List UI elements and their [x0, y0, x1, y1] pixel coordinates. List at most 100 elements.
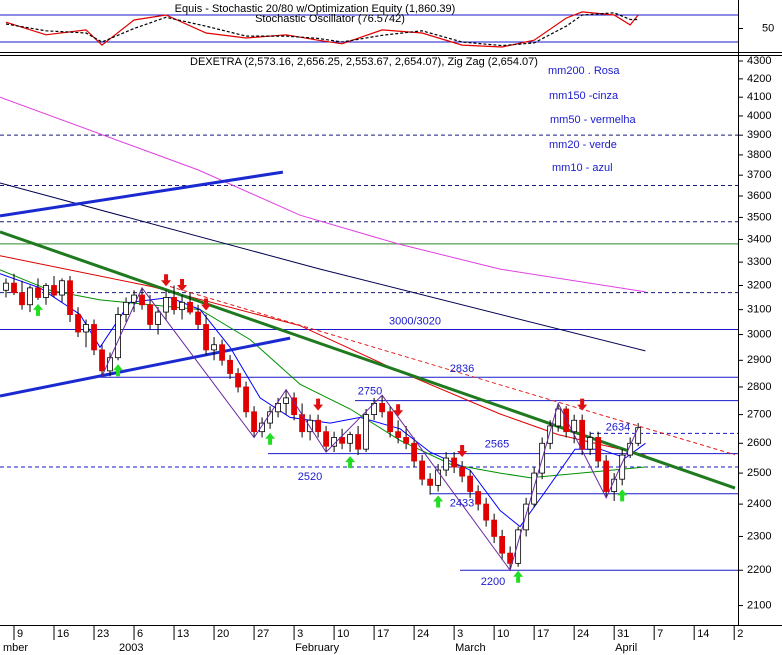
x-tick-label: 23 [97, 628, 109, 640]
candle-body [187, 301, 193, 313]
candle-body [547, 425, 554, 444]
legend-entry: mm10 - azul [552, 162, 613, 174]
candle-body [467, 475, 474, 492]
level-label: 2200 [481, 576, 505, 588]
candle-body [11, 282, 17, 294]
candle-body [603, 460, 610, 492]
moving-average [0, 182, 646, 352]
candle-body [251, 411, 257, 433]
y-tick-label: 2400 [747, 498, 771, 510]
x-tick-label: 10 [497, 628, 509, 640]
candle-body [19, 292, 25, 306]
candle-body [483, 503, 490, 521]
x-tick-label: 24 [577, 628, 589, 640]
candle-body [515, 529, 522, 564]
buy-arrow [113, 364, 124, 377]
candle-body [83, 324, 89, 333]
candle-body [571, 419, 578, 433]
x-tick-label: 6 [137, 628, 143, 640]
candle-body [275, 403, 281, 413]
candle-body [243, 386, 249, 413]
y-tick-label: 2500 [747, 467, 771, 479]
level-label: 3000/3020 [389, 315, 441, 327]
candle-body [179, 301, 185, 311]
x-tick-label: 7 [657, 628, 663, 640]
y-tick-label: 3400 [747, 233, 771, 245]
buy-arrow [433, 495, 444, 508]
candle-body [587, 437, 594, 450]
x-tick-label: 24 [417, 628, 429, 640]
sell-arrow [201, 298, 212, 311]
candle-body [387, 411, 394, 433]
sell-arrow [177, 279, 188, 292]
stochastic-panel [0, 11, 738, 48]
buy-arrow [513, 570, 524, 583]
candle-body [211, 344, 217, 351]
trendline [169, 286, 736, 456]
level-label: 2565 [485, 438, 509, 450]
x-tick-label: 3 [457, 628, 463, 640]
candle-body [59, 280, 65, 296]
candle-body [35, 287, 41, 298]
labels: Equis - Stochastic 20/80 w/Optimization … [3, 3, 774, 654]
x-tick-label: 10 [337, 628, 349, 640]
candle-body [459, 466, 466, 477]
candle-body [427, 478, 434, 486]
level-label: 2520 [298, 471, 322, 483]
trendline [0, 230, 736, 490]
x-tick-label: 17 [377, 628, 389, 640]
y-tick-label: 2100 [747, 599, 771, 611]
candle-body [443, 457, 450, 471]
legend-entry: mm200 . Rosa [548, 65, 620, 77]
stochastic-subtitle: Stochastic Oscillator (76.5742) [255, 13, 405, 25]
level-label: 2836 [450, 363, 474, 375]
y-tick-label: 3500 [747, 211, 771, 223]
y-tick-label: 2800 [747, 381, 771, 393]
y-tick-label: 3700 [747, 169, 771, 181]
x-tick-label: 3 [297, 628, 303, 640]
candle-body [235, 373, 241, 388]
candle-body [491, 519, 498, 537]
candle-body [627, 442, 634, 456]
y-tick-label: 4100 [747, 91, 771, 103]
candle-body [219, 344, 225, 361]
candle-body [3, 282, 9, 291]
zigzag [101, 286, 639, 572]
y-tick-label: 3100 [747, 304, 771, 316]
sell-arrow [393, 404, 404, 417]
trendline [0, 336, 291, 398]
x-tick-label: 31 [617, 628, 629, 640]
candle-body [435, 469, 442, 486]
candle-body [523, 503, 530, 531]
x-month-label: April [615, 642, 637, 654]
candle-body [475, 491, 482, 505]
x-month-label: mber [3, 642, 28, 654]
candle-body [227, 359, 233, 374]
candle-body [259, 422, 265, 433]
x-tick-label: 16 [57, 628, 69, 640]
candle-body [163, 297, 169, 313]
candle-body [507, 552, 514, 564]
candle-body [195, 311, 201, 325]
candle-body [123, 301, 129, 315]
buy-arrow [345, 456, 356, 469]
price-title: DEXETRA (2,573.16, 2,656.25, 2,553.67, 2… [190, 56, 538, 68]
y-tick-label: 3000 [747, 328, 771, 340]
x-tick-label: 20 [217, 628, 229, 640]
stochastic-line [5, 11, 639, 48]
candle-body [131, 294, 137, 303]
y-tick-label: 3600 [747, 190, 771, 202]
candle-body [451, 457, 458, 468]
sell-arrow [457, 445, 468, 458]
x-tick-label: 9 [17, 628, 23, 640]
candle-body [555, 408, 562, 427]
y-tick-label: 4000 [747, 110, 771, 122]
candle-body [419, 460, 426, 480]
sell-arrow [313, 398, 324, 411]
y-tick-label: 50 [762, 22, 774, 34]
x-tick-label: 27 [257, 628, 269, 640]
y-tick-label: 2600 [747, 437, 771, 449]
candle-body [323, 431, 329, 447]
y-tick-label: 4200 [747, 73, 771, 85]
